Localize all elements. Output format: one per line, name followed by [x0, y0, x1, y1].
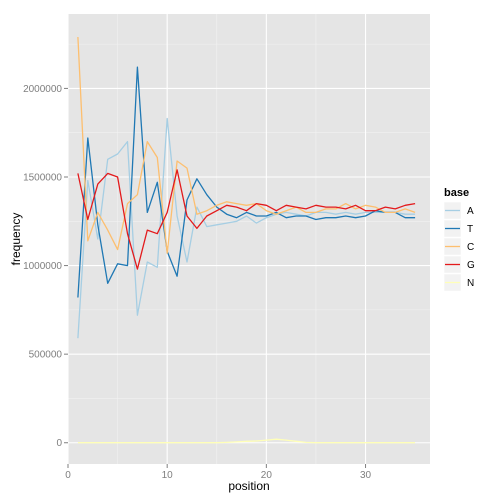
legend-title: base — [444, 187, 469, 199]
series-line-n — [77, 438, 416, 444]
minor-gridlines — [68, 14, 430, 464]
y-tick-label: 1500000 — [23, 172, 62, 183]
legend-label-a: A — [467, 206, 474, 217]
x-axis-title: position — [228, 479, 269, 493]
x-tick-label: 30 — [360, 470, 372, 481]
x-tick-label: 10 — [162, 470, 174, 481]
y-tick-label: 500000 — [29, 350, 63, 361]
legend-label-n: N — [467, 278, 474, 289]
x-tick-label: 20 — [261, 470, 273, 481]
y-tick-label: 2000000 — [23, 84, 62, 95]
legend-label-t: T — [467, 224, 473, 235]
legend-label-c: C — [467, 242, 474, 253]
y-axis-ticks: 0 500000 1000000 1500000 2000000 — [23, 84, 68, 449]
series-line-t — [77, 66, 416, 298]
x-tick-label: 0 — [65, 470, 71, 481]
y-tick-label: 0 — [56, 438, 62, 449]
series-line-g — [77, 169, 416, 270]
y-axis-title: frequency — [9, 213, 23, 266]
series-lines — [77, 36, 416, 444]
x-axis-ticks: 0 10 20 30 — [65, 464, 372, 481]
legend-label-g: G — [467, 260, 475, 271]
y-tick-label: 1000000 — [23, 261, 62, 272]
plot-panel — [68, 14, 430, 464]
major-gridlines — [67, 14, 430, 464]
